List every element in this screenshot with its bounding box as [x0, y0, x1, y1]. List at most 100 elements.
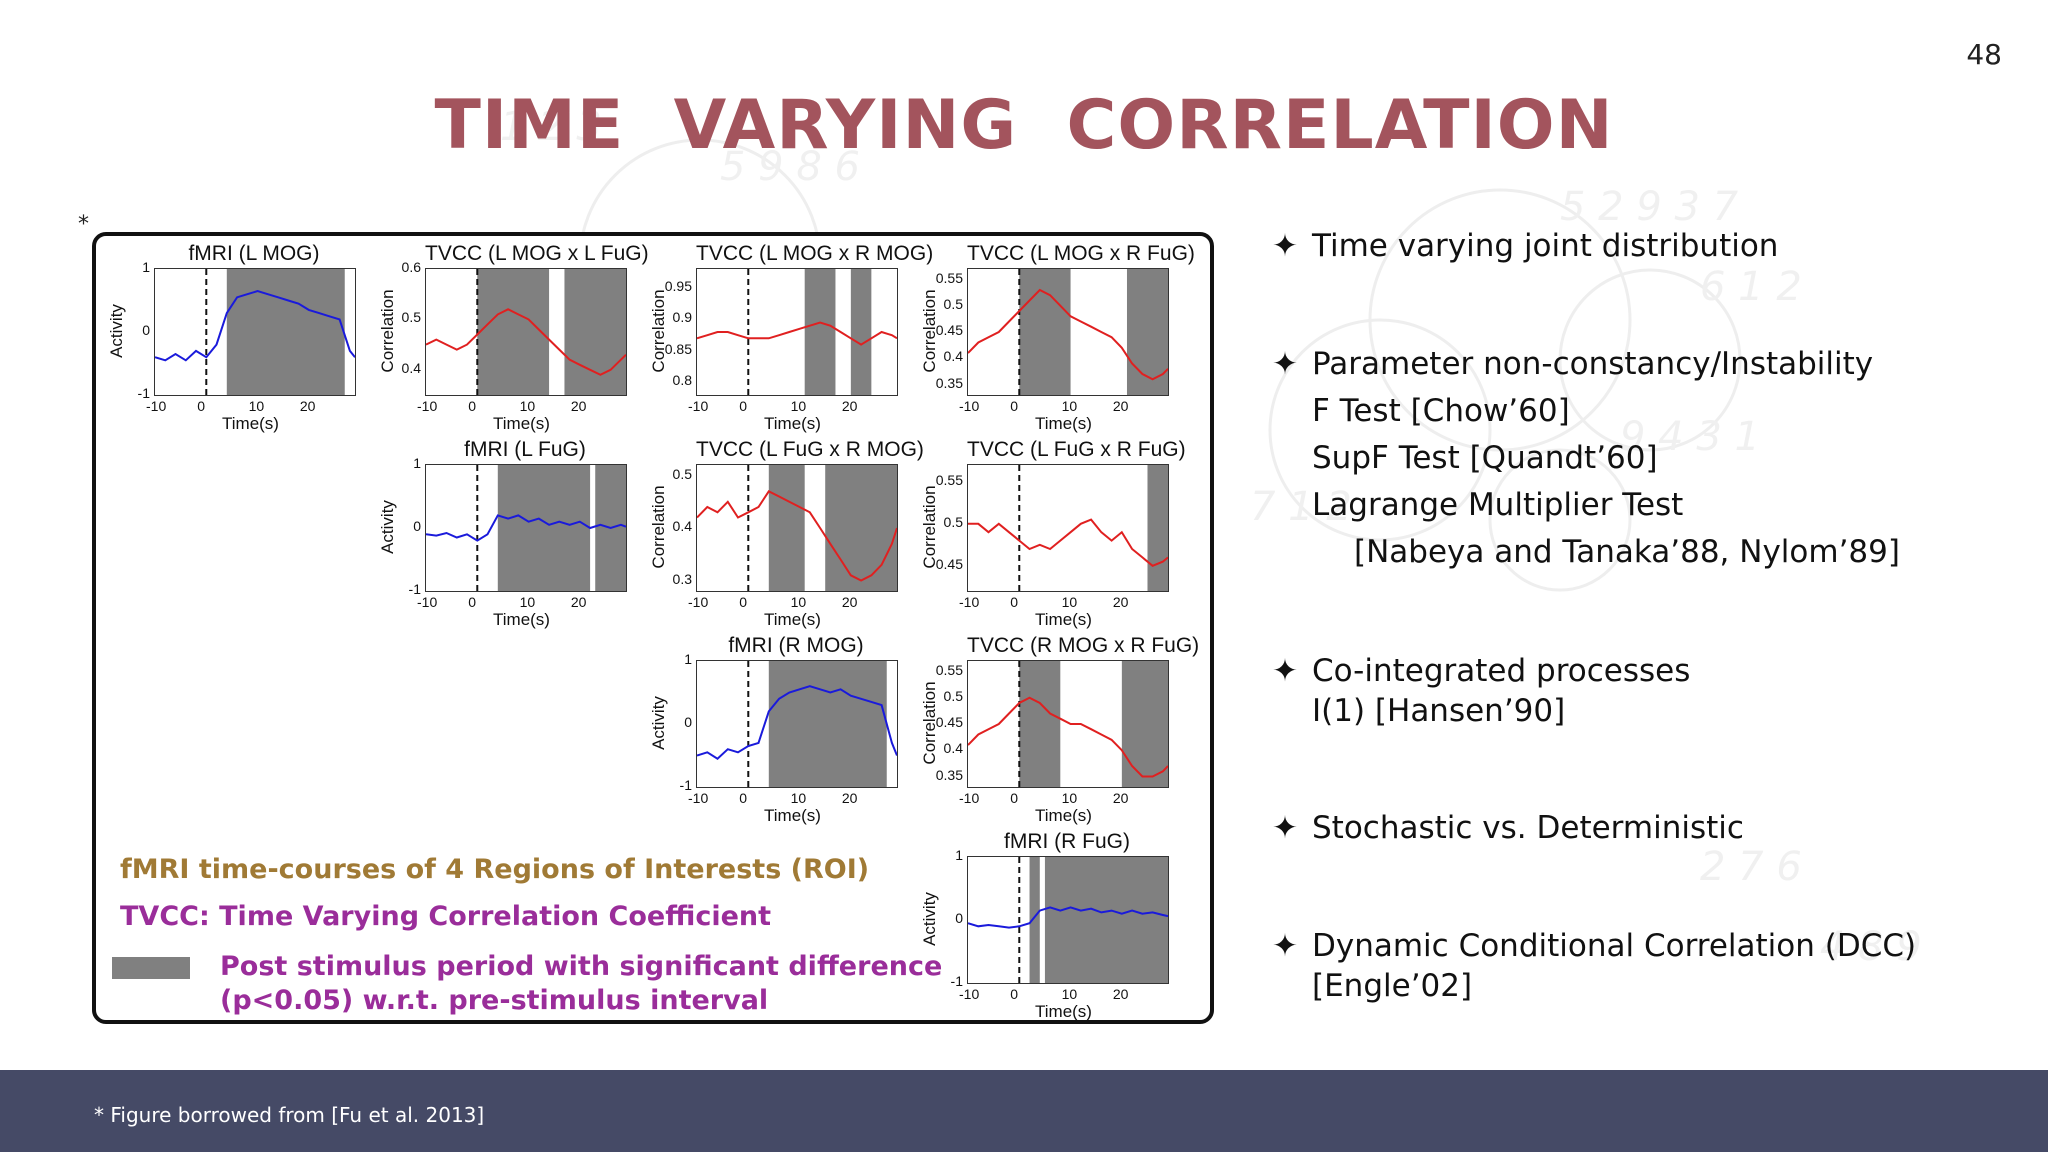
- legend-shade-text-1: Post stimulus period with significant di…: [220, 951, 943, 982]
- chart-axes: [967, 268, 1169, 396]
- chart-canvas: [968, 661, 1168, 787]
- x-tick-label: -10: [959, 986, 980, 1002]
- slide-title: TIME VARYING CORRELATION: [434, 86, 1614, 165]
- y-axis-label: Correlation: [920, 289, 939, 373]
- x-tick-label: -10: [959, 398, 980, 414]
- chart-canvas: [426, 465, 626, 591]
- star-icon: ✦: [1272, 810, 1298, 846]
- x-tick-label: -10: [146, 398, 167, 414]
- bullet-5-text: Dynamic Conditional Correlation (DCC): [1312, 928, 1917, 964]
- tvcc-series-line: [697, 490, 897, 582]
- chart-axes: [696, 268, 898, 396]
- chart-panel: TVCC (L FuG x R MOG) 0.5 0.4 0.3 -10 0 10 20 Tim…: [649, 432, 924, 629]
- significance-shade: [1019, 661, 1061, 787]
- tvcc-series-line: [968, 696, 1168, 778]
- legend-roi-text: fMRI time-courses of 4 Regions of Intere…: [120, 854, 870, 885]
- y-axis-label: Correlation: [920, 681, 939, 765]
- y-tick-label: 0.5: [943, 295, 963, 312]
- y-tick-label: 1: [142, 259, 150, 275]
- chart-panel: TVCC (L MOG x R FuG) 0.55 0.5 0.45 0.4 0.35 -1…: [920, 236, 1195, 433]
- x-tick-label: 0: [1010, 986, 1019, 1002]
- tvcc-series-line: [968, 518, 1168, 567]
- bullet-2-sub-1: F Test [Chow’60]: [1312, 393, 1570, 429]
- significance-shade: [825, 465, 897, 591]
- significance-shade: [564, 269, 626, 395]
- x-axis-label: Time(s): [493, 414, 550, 433]
- chart-canvas: [426, 269, 626, 395]
- bullet-5-sub-1: [Engle’02]: [1312, 968, 1473, 1004]
- x-tick-label: 10: [1061, 398, 1078, 414]
- x-axis-label: Time(s): [764, 806, 821, 825]
- x-tick-label: 10: [790, 790, 807, 806]
- y-tick-label: 0.35: [935, 374, 963, 391]
- bullet-1: ✦ Time varying joint distribution: [1272, 228, 1778, 264]
- x-axis-label: Time(s): [1035, 1002, 1092, 1021]
- x-tick-label: 0: [1010, 594, 1019, 610]
- y-tick-label: 0: [142, 322, 150, 338]
- y-tick-label: 0: [955, 910, 963, 926]
- x-tick-label: -10: [417, 594, 438, 610]
- y-axis-label: Activity: [649, 696, 668, 750]
- x-tick-label: 10: [790, 594, 807, 610]
- y-tick-label: 0.5: [943, 513, 963, 530]
- x-tick-label: 10: [519, 398, 536, 414]
- chart-canvas: [697, 269, 897, 395]
- y-tick-label: 0.45: [935, 714, 963, 730]
- x-tick-label: 10: [1061, 986, 1078, 1002]
- y-tick-label: 0.35: [935, 766, 963, 783]
- significance-shade: [497, 465, 591, 591]
- chart-title: TVCC (L MOG x R FuG): [967, 242, 1195, 265]
- significance-shade: [768, 661, 887, 787]
- chart-panel: TVCC (L MOG x L FuG) 0.6 0.5 0.4 -10 0 10 20 Tim…: [378, 236, 649, 433]
- chart-canvas: [968, 269, 1168, 395]
- x-tick-label: 0: [739, 790, 748, 806]
- svg-text:6 1 2: 6 1 2: [1700, 264, 1802, 310]
- chart-title: fMRI (L MOG): [188, 242, 320, 265]
- y-tick-label: 0: [684, 714, 692, 730]
- svg-text:5 2 9 3 7: 5 2 9 3 7: [1560, 184, 1739, 230]
- legend-tvcc-text: TVCC: Time Varying Correlation Coefficie…: [120, 901, 772, 932]
- bullet-4: ✦ Stochastic vs. Deterministic: [1272, 810, 1744, 846]
- y-tick-label: 0.5: [943, 687, 963, 704]
- bullet-2: ✦ Parameter non-constancy/Instability: [1272, 346, 1873, 382]
- chart-title: TVCC (R MOG x R FuG): [967, 634, 1200, 657]
- x-axis-label: Time(s): [1035, 806, 1092, 825]
- y-tick-label: 0.5: [401, 309, 421, 326]
- x-axis-label: Time(s): [1035, 610, 1092, 629]
- footer-bar: [0, 1070, 2048, 1152]
- chart-axes: [696, 464, 898, 592]
- y-tick-label: 0.8: [672, 372, 692, 389]
- significance-shade: [1044, 857, 1168, 983]
- fmri-series-line: [426, 514, 626, 542]
- chart-axes: [425, 268, 627, 396]
- fmri-series-line: [697, 685, 897, 760]
- tvcc-series-line: [426, 308, 626, 376]
- x-tick-label: 10: [1061, 790, 1078, 806]
- x-tick-label: -10: [688, 790, 709, 806]
- y-tick-label: -1: [137, 385, 150, 401]
- x-tick-label: 0: [739, 398, 748, 414]
- x-tick-label: 0: [1010, 398, 1019, 414]
- fmri-series-line: [968, 906, 1168, 929]
- chart-panel: fMRI (L FuG) 1 0 -1 -10 0 10 20 Time(s) Activity: [378, 432, 635, 629]
- x-tick-label: 20: [1112, 594, 1129, 610]
- chart-axes: [154, 268, 356, 396]
- x-axis-label: Time(s): [493, 610, 550, 629]
- y-tick-label: 0.4: [672, 518, 692, 534]
- chart-title: fMRI (R FuG): [1004, 830, 1130, 853]
- y-axis-label: Correlation: [378, 289, 397, 373]
- significance-shade: [768, 465, 805, 591]
- chart-title: TVCC (L MOG x L FuG): [425, 242, 649, 265]
- significance-shade: [804, 269, 836, 395]
- chart-canvas: [968, 465, 1168, 591]
- significance-shade: [1029, 857, 1040, 983]
- y-tick-label: 0.4: [401, 359, 421, 376]
- y-axis-label: Correlation: [649, 289, 668, 373]
- chart-axes: [967, 464, 1169, 592]
- x-tick-label: 20: [570, 398, 587, 414]
- fmri-series-line: [155, 290, 355, 362]
- bullet-3-sub-1: I(1) [Hansen’90]: [1312, 693, 1566, 729]
- x-tick-label: 0: [468, 398, 477, 414]
- significance-shade: [850, 269, 872, 395]
